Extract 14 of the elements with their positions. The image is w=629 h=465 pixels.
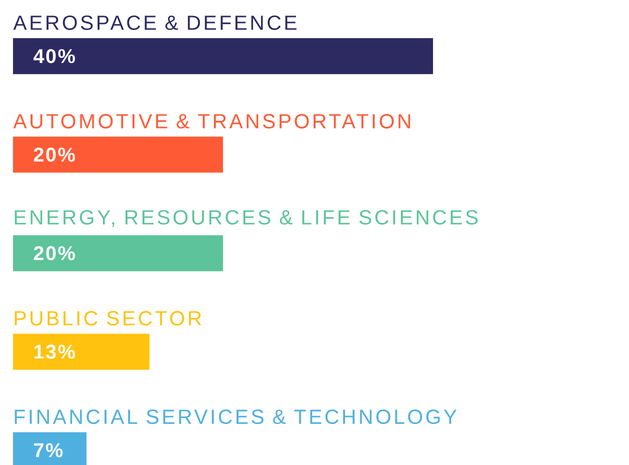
data-label: 20% xyxy=(34,148,75,162)
bar xyxy=(13,334,150,370)
y-tick-label: FINANCIAL SERVICES & TECHNOLOGY xyxy=(14,410,457,424)
bar xyxy=(13,235,224,272)
y-tick-label: ENERGY, RESOURCES & LIFE SCIENCES xyxy=(14,210,478,227)
data-label: 7% xyxy=(34,443,63,458)
data-label: 13% xyxy=(34,344,75,359)
data-label: 40% xyxy=(33,49,75,64)
y-tick-label: AEROSPACE & DEFENCE xyxy=(13,15,296,30)
data-label: 20% xyxy=(34,246,75,260)
y-tick-label: PUBLIC SECTOR xyxy=(14,311,202,326)
bar xyxy=(13,38,434,74)
bar xyxy=(13,136,224,173)
y-tick-label: AUTOMOTIVE & TRANSPORTATION xyxy=(13,114,410,128)
